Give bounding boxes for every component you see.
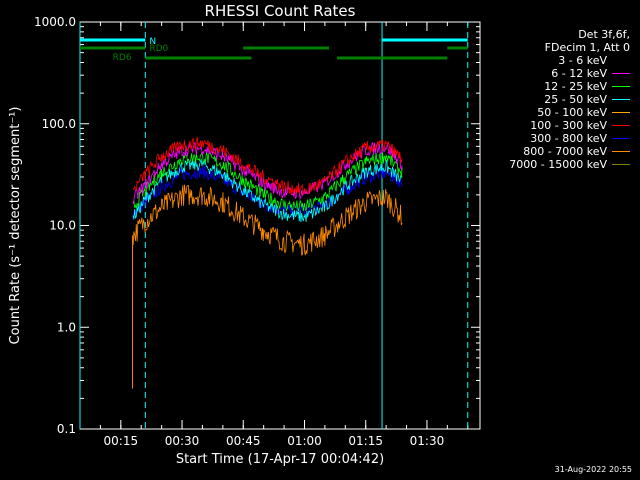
legend-item: 100 - 300 keV (478, 119, 630, 132)
x-tick-label: 01:15 (348, 434, 383, 448)
series-line-7 (132, 165, 403, 220)
legend-label: 300 - 800 keV (530, 132, 607, 145)
legend-label: 25 - 50 keV (544, 93, 607, 106)
legend-item: 7000 - 15000 keV (478, 158, 630, 171)
y-axis-label: Count Rate (s⁻¹ detector segment⁻¹) (8, 107, 23, 345)
y-tick-label: 0.1 (57, 422, 76, 436)
series-line-3 (132, 151, 403, 212)
y-tick-label: 1.0 (57, 320, 76, 334)
y-tick-label: 10.0 (49, 219, 76, 233)
x-tick-label: 01:00 (287, 434, 322, 448)
legend-item: 6 - 12 keV (478, 67, 630, 80)
legend-label: 7000 - 15000 keV (509, 158, 607, 171)
series-line-1 (132, 90, 403, 106)
legend-item: 300 - 800 keV (478, 132, 630, 145)
legend-label: 6 - 12 keV (551, 67, 607, 80)
legend-swatch (612, 124, 630, 127)
y-tick-label: 1000.0 (34, 15, 76, 29)
x-tick-label: 00:45 (226, 434, 261, 448)
legend-item: 12 - 25 keV (478, 80, 630, 93)
legend-header-line-2: FDecim 1, Att 0 (544, 41, 630, 54)
legend-label: 3 - 6 keV (558, 54, 607, 67)
chart-title: RHESSI Count Rates (204, 2, 356, 20)
legend-header-line-1: Det 3f,6f, (578, 28, 630, 41)
legend-swatch (612, 98, 630, 101)
legend-item: 50 - 100 keV (478, 106, 630, 119)
legend-swatch (612, 111, 630, 114)
legend-item: 25 - 50 keV (478, 93, 630, 106)
legend-label: 12 - 25 keV (544, 80, 607, 93)
legend-item: 3 - 6 keV (478, 54, 630, 67)
legend-label: 800 - 7000 keV (523, 145, 607, 158)
date-stamp: 31-Aug-2022 20:55 (554, 465, 632, 474)
series-line-6 (132, 136, 403, 196)
legend-item: 800 - 7000 keV (478, 145, 630, 158)
state-label-rd0: RD0 (149, 44, 168, 54)
legend-swatch (612, 85, 630, 88)
plot-frame (79, 21, 481, 430)
legend-label: 50 - 100 keV (537, 106, 607, 119)
state-label-rd6: RD6 (113, 53, 132, 63)
legend-swatch (612, 72, 630, 75)
series-line-4 (132, 158, 403, 223)
legend-swatch (612, 137, 630, 140)
legend-swatch (612, 163, 630, 166)
legend-swatch (612, 59, 630, 62)
legend-swatch (612, 150, 630, 153)
x-tick-label: 01:30 (410, 434, 445, 448)
y-tick-label: 100.0 (42, 117, 76, 131)
state-label-n: N (149, 37, 156, 47)
series-line-8 (132, 184, 403, 256)
x-axis-label: Start Time (17-Apr-17 00:04:42) (175, 452, 385, 467)
legend-label: 100 - 300 keV (530, 119, 607, 132)
x-tick-label: 00:15 (104, 434, 139, 448)
legend: Det 3f,6f, FDecim 1, Att 0 3 - 6 keV 6 - … (478, 28, 630, 171)
x-tick-label: 00:30 (165, 434, 200, 448)
